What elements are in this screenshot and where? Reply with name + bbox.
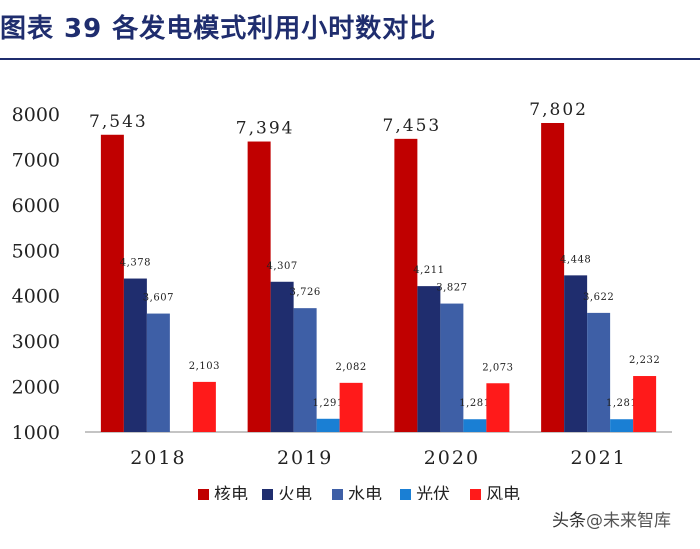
legend-swatch [262,489,273,500]
x-tick-label: 2021 [570,447,626,469]
legend-entry: 火电 [278,485,312,500]
bar-风电-2020 [486,383,510,432]
y-tick-label: 3000 [12,331,60,353]
data-label: 2,082 [336,362,367,373]
y-tick-label: 8000 [12,104,60,126]
legend-swatch [198,489,209,500]
title-bar: 图表 39 各发电模式利用小时数对比 [0,0,700,60]
bar-火电-2019 [270,281,294,432]
bar-火电-2021 [564,275,588,432]
bar-风电-2021 [633,376,657,432]
data-label: 7,543 [89,112,148,132]
data-label: 4,211 [413,265,444,276]
data-label: 4,307 [267,261,298,272]
y-tick-label: 1000 [12,422,60,444]
data-label: 3,622 [583,292,614,303]
x-tick-label: 2019 [277,447,333,469]
bar-核电-2018 [100,134,124,432]
bar-火电-2018 [123,278,147,432]
data-label: 7,394 [236,119,295,139]
data-label: 1,281 [459,398,490,409]
data-label: 2,103 [189,361,220,372]
data-label: 4,378 [120,258,151,269]
data-label: 3,607 [143,293,174,304]
bar-核电-2021 [541,122,565,432]
data-label: 7,802 [529,100,588,120]
title-divider [0,58,700,60]
y-tick-label: 6000 [12,195,60,217]
data-label: 3,726 [290,287,321,298]
bar-水电-2019 [293,308,317,432]
bar-风电-2018 [192,381,216,432]
y-tick-label: 4000 [12,286,60,308]
legend-swatch [400,489,411,500]
legend-entry: 核电 [214,485,248,500]
legend-swatch [470,489,481,500]
watermark-prefix: 头条 [552,511,586,531]
data-label: 7,453 [383,116,442,136]
legend-entry: 水电 [348,485,382,500]
bar-风电-2019 [339,382,363,432]
bar-光伏-2021 [610,419,634,432]
data-label: 2,073 [482,362,513,373]
data-label: 3,827 [436,283,467,294]
data-label: 1,291 [313,398,344,409]
bar-光伏-2019 [316,418,340,432]
data-label: 2,232 [629,355,660,366]
bar-核电-2020 [394,138,418,432]
bar-光伏-2020 [463,419,487,432]
y-tick-label: 5000 [12,240,60,262]
legend-entry: 光伏 [416,485,450,500]
bar-核电-2019 [247,141,271,432]
y-tick-label: 7000 [12,149,60,171]
bar-水电-2018 [146,313,170,432]
watermark-brand: @未来智库 [586,511,671,531]
data-label: 1,281 [606,398,637,409]
x-tick-label: 2020 [424,447,480,469]
bar-火电-2020 [417,286,441,432]
bar-水电-2021 [587,312,611,432]
page-title: 图表 39 各发电模式利用小时数对比 [0,14,437,44]
bar-水电-2020 [440,303,464,432]
data-label: 4,448 [560,254,591,265]
legend-entry: 风电 [486,485,520,500]
x-tick-label: 2018 [130,447,186,469]
bar-chart: 1000 2000 3000 4000 5000 6000 7000 8000 7,543 4,3… [12,100,672,500]
y-tick-label: 2000 [12,377,60,399]
watermark: 头条@未来智库 [552,506,671,531]
legend-swatch [332,489,343,500]
